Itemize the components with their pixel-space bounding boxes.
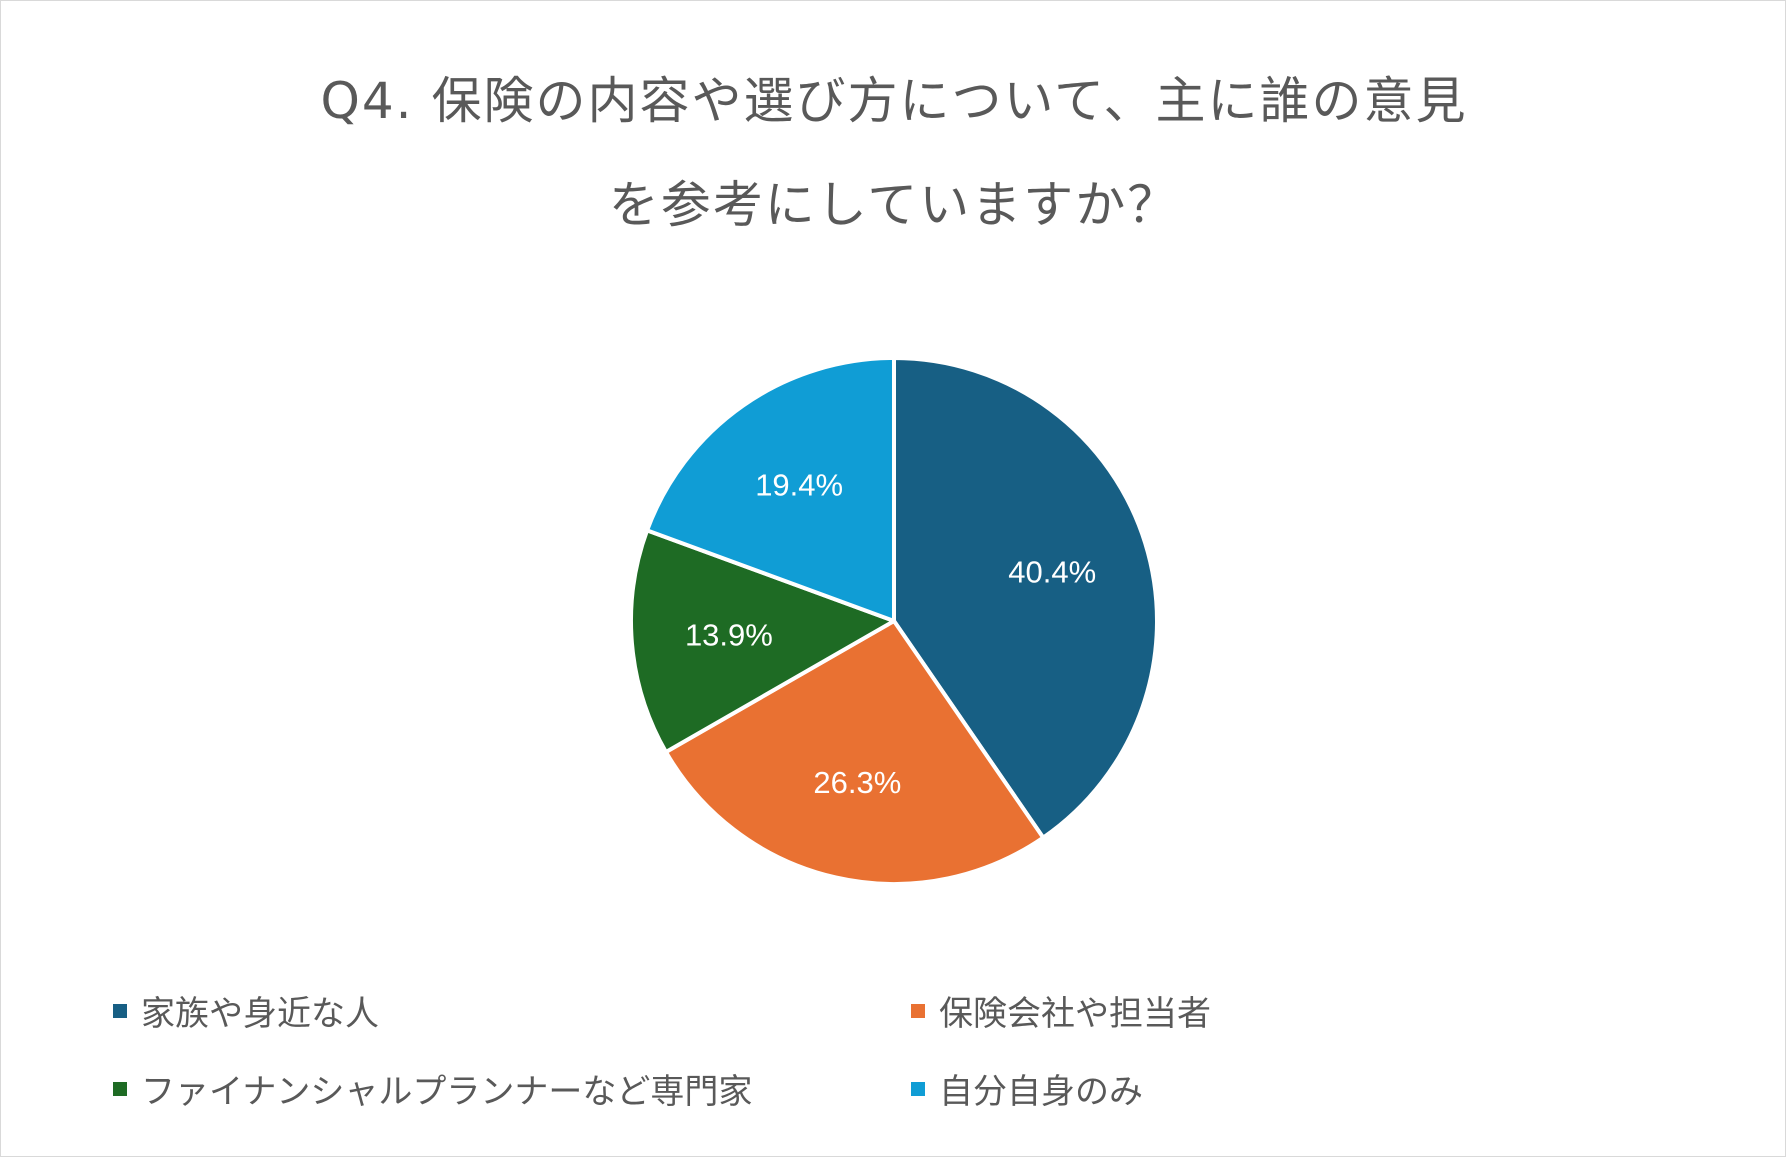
data-label-self: 19.4% [755, 468, 843, 503]
pie-slice-self [645, 356, 896, 623]
legend-item-insurance-company: 保険会社や担当者 [911, 986, 1211, 1035]
data-label-family: 40.4% [1008, 554, 1096, 589]
chart-title-line-2: を参考にしていますか？ [608, 176, 1180, 234]
legend-item-self: 自分自身のみ [911, 1064, 1143, 1113]
legend-swatch-family [113, 1003, 127, 1018]
pie-slice-family [892, 356, 1159, 840]
legend-label-family: 家族や身近な人 [141, 994, 379, 1034]
pie-slice-financial-planner [629, 528, 896, 755]
pie-slice-insurance-company [663, 619, 1046, 886]
legend-swatch-self [911, 1081, 925, 1096]
chart-title-line-1: Q4. 保険の内容や選び方について、主に誰の意見 [320, 72, 1468, 130]
data-label-insurance-company: 26.3% [813, 765, 901, 800]
legend-label-self: 自分自身のみ [939, 1072, 1143, 1112]
chart-title: Q4. 保険の内容や選び方について、主に誰の意見 を参考にしていますか？ [1, 49, 1786, 257]
legend-swatch-insurance-company [911, 1003, 925, 1018]
legend-item-financial-planner: ファイナンシャルプランナーなど専門家 [113, 1064, 752, 1113]
legend-swatch-financial-planner [113, 1081, 127, 1096]
data-label-financial-planner: 13.9% [685, 618, 773, 653]
legend-label-insurance-company: 保険会社や担当者 [939, 994, 1211, 1034]
legend-item-family: 家族や身近な人 [113, 986, 379, 1035]
legend-label-financial-planner: ファイナンシャルプランナーなど専門家 [141, 1072, 753, 1112]
